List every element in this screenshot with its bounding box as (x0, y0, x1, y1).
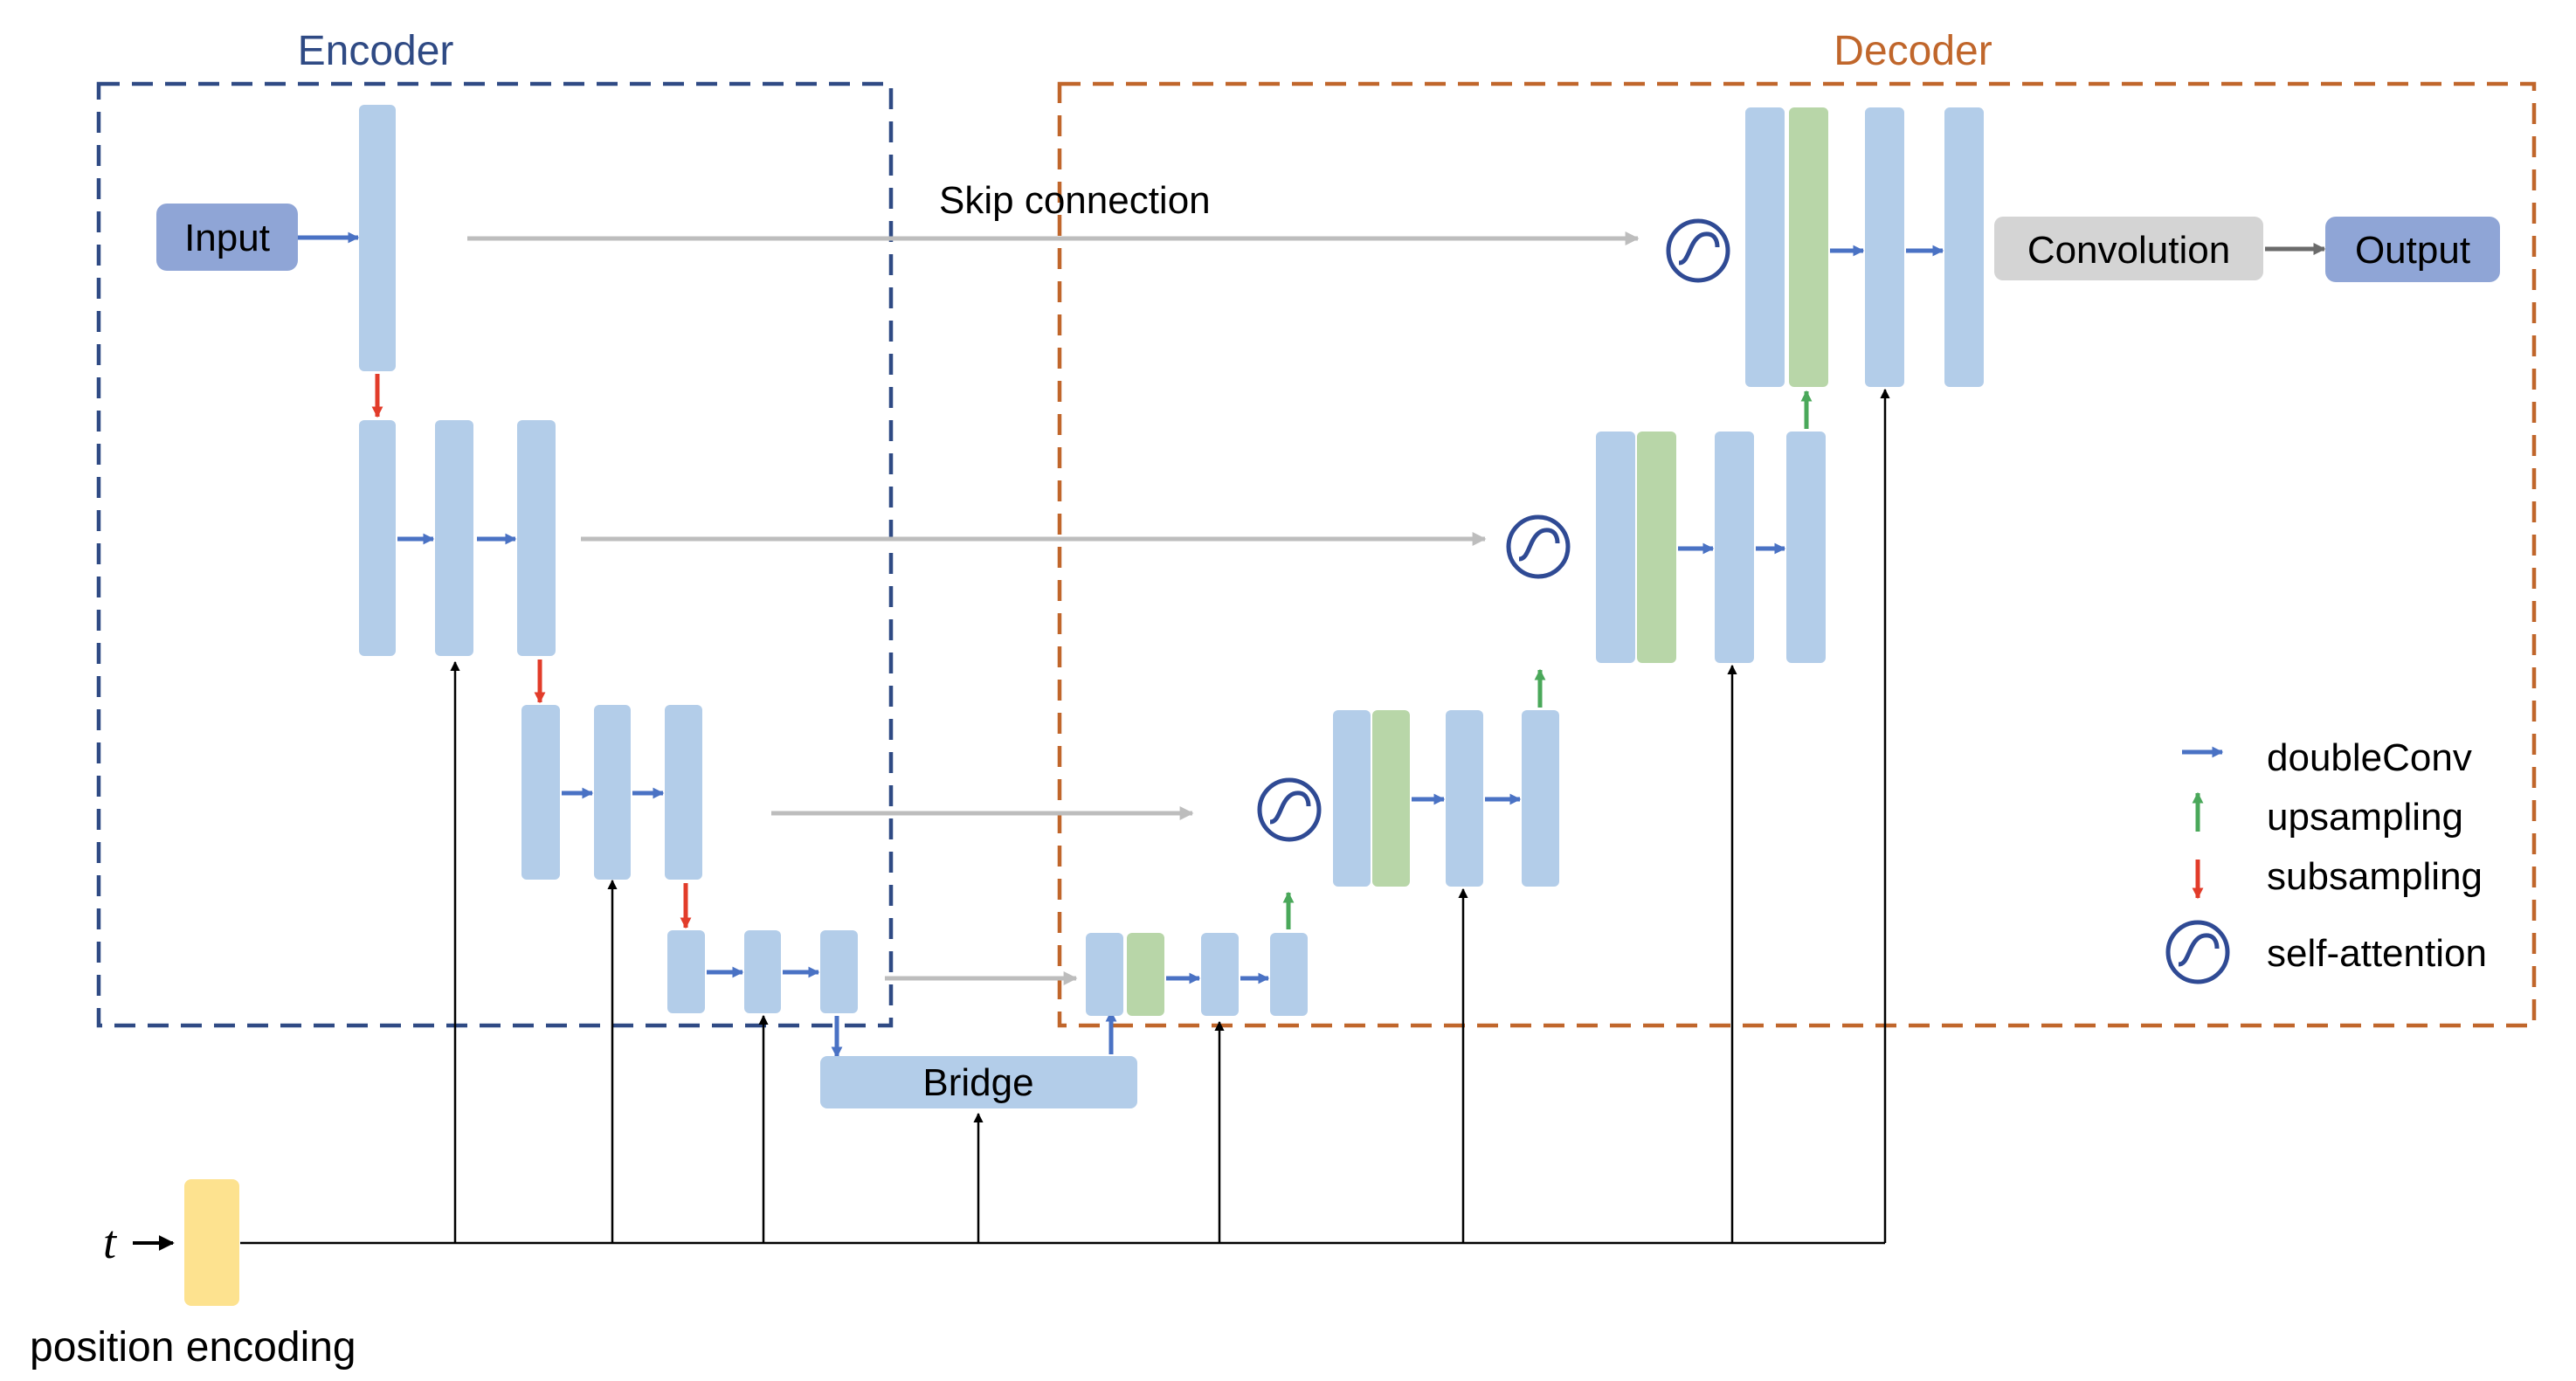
position-encoding-block (184, 1179, 239, 1306)
convolution-node (1994, 217, 2263, 280)
skip-connection-label: Skip connection (939, 179, 1211, 222)
legend-doubleconv-label: doubleConv (2267, 736, 2472, 779)
dec-l1-concat (1789, 107, 1828, 387)
time-variable: t (103, 1216, 118, 1268)
dec-l1-block-3 (1944, 107, 1984, 387)
self-attention-icon (1260, 780, 1319, 839)
dec-l4-concat (1127, 933, 1164, 1016)
decoder-box (1057, 81, 2537, 1028)
encoder-label: Encoder (298, 28, 454, 74)
dec-l2-concat (1637, 432, 1676, 663)
input-node (156, 204, 298, 271)
bridge-block (820, 1056, 1137, 1108)
decoder-label: Decoder (1834, 28, 1992, 74)
enc-l3-block-2 (594, 705, 631, 880)
legend: doubleConv upsampling subsampling self-a… (2168, 736, 2487, 982)
encoder-doubleconv-arrows (397, 533, 843, 1059)
enc-l4-block-1 (667, 930, 705, 1013)
dec-l2-block-3 (1786, 432, 1826, 663)
skip-connections (467, 231, 1640, 986)
self-attention-icon (2168, 922, 2227, 982)
decoder-blocks (1086, 107, 1984, 1016)
dec-l1-block-1 (1745, 107, 1785, 387)
convolution-label: Convolution (2027, 229, 2230, 272)
dec-l4-block-3 (1270, 933, 1308, 1016)
output-node (2325, 217, 2500, 282)
upsampling-arrows (1282, 390, 1813, 929)
time-embedding-lines (133, 388, 1890, 1251)
dec-l2-block-2 (1715, 432, 1754, 663)
self-attention-icon (1668, 221, 1728, 280)
position-encoding-label: position encoding (30, 1324, 356, 1371)
bridge-label: Bridge (922, 1061, 1033, 1104)
enc-l2-block-1 (359, 420, 396, 656)
enc-l1-block (359, 105, 396, 371)
enc-l2-block-3 (517, 420, 556, 656)
enc-l4-block-2 (744, 930, 781, 1013)
encoder-box (96, 81, 894, 1028)
enc-l2-block-2 (435, 420, 473, 656)
dec-l3-block-2 (1446, 710, 1483, 887)
encoder-blocks (359, 105, 858, 1013)
legend-self-attention-label: self-attention (2267, 932, 2487, 975)
subsampling-arrows (371, 374, 692, 929)
dec-l2-block-1 (1596, 432, 1635, 663)
dec-l3-block-1 (1333, 710, 1371, 887)
legend-subsampling-label: subsampling (2267, 855, 2483, 898)
enc-l3-block-1 (521, 705, 560, 880)
enc-l3-block-3 (665, 705, 702, 880)
legend-upsampling-label: upsampling (2267, 796, 2463, 839)
input-label: Input (184, 217, 270, 259)
self-attention-icon (1509, 517, 1568, 577)
dec-l4-block-2 (1201, 933, 1239, 1016)
enc-l4-block-3 (820, 930, 858, 1013)
dec-l3-concat (1372, 710, 1410, 887)
dec-l1-block-2 (1865, 107, 1904, 387)
dec-l4-block-1 (1086, 933, 1123, 1016)
dec-l3-block-3 (1522, 710, 1559, 887)
output-label: Output (2355, 229, 2470, 272)
decoder-doubleconv-arrows (1166, 245, 1944, 984)
